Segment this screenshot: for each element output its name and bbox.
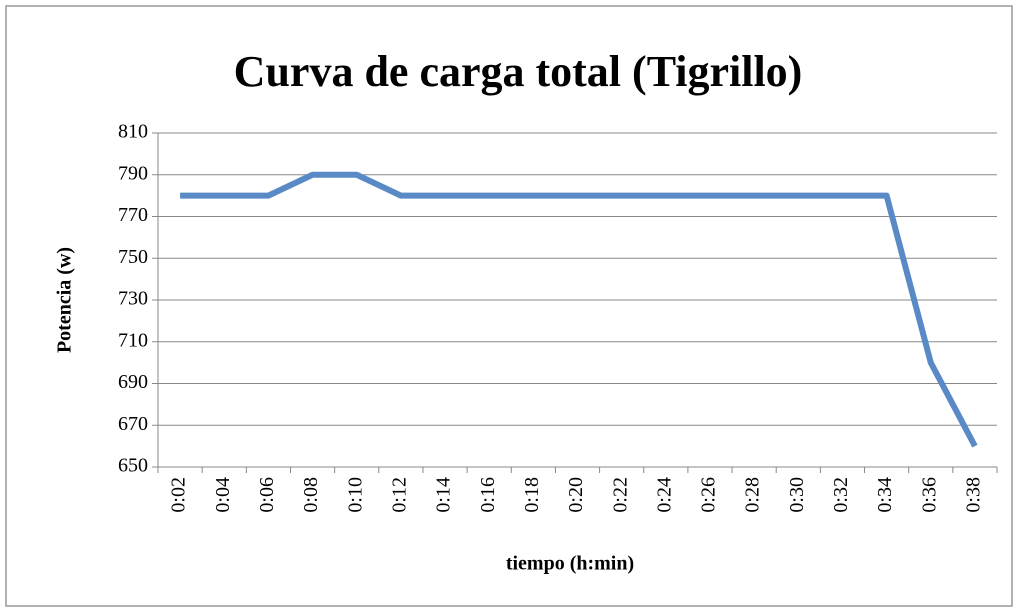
y-tick-label: 670 — [118, 413, 148, 435]
x-tick-label: 0:22 — [609, 477, 631, 513]
y-tick-label: 750 — [118, 246, 148, 268]
x-tick-label: 0:12 — [388, 477, 410, 513]
y-tick-label: 690 — [118, 371, 148, 393]
chart-title: Curva de carga total (Tigrillo) — [234, 47, 803, 96]
chart-frame — [5, 5, 1013, 607]
y-tick-label: 810 — [118, 121, 148, 143]
x-tick-label: 0:02 — [168, 477, 190, 513]
y-tick-label: 790 — [118, 162, 148, 184]
x-tick-label: 0:24 — [653, 477, 675, 513]
y-tick-label: 710 — [118, 329, 148, 351]
x-tick-label: 0:34 — [874, 477, 896, 513]
x-tick-label: 0:06 — [256, 477, 278, 513]
x-tick-label: 0:16 — [477, 477, 499, 513]
x-tick-label: 0:28 — [742, 477, 764, 513]
x-tick-label: 0:20 — [565, 477, 587, 513]
y-tick-label: 730 — [118, 288, 148, 310]
x-tick-label: 0:08 — [300, 477, 322, 513]
x-tick-label: 0:30 — [786, 477, 808, 513]
x-tick-label: 0:36 — [918, 477, 940, 513]
x-tick-label: 0:32 — [830, 477, 852, 513]
data-line — [180, 171, 978, 448]
y-axis-label: Potencia (w) — [54, 247, 76, 353]
x-tick-label: 0:04 — [212, 477, 234, 513]
y-tick-label: 650 — [118, 455, 148, 477]
x-axis-label: tiempo (h:min) — [506, 553, 634, 575]
y-tick-label: 770 — [118, 204, 148, 226]
x-tick-label: 0:18 — [521, 477, 543, 513]
x-tick-label: 0:14 — [433, 477, 455, 513]
x-tick-label: 0:26 — [698, 477, 720, 513]
x-tick-label: 0:10 — [344, 477, 366, 513]
x-tick-label: 0:38 — [963, 477, 985, 513]
